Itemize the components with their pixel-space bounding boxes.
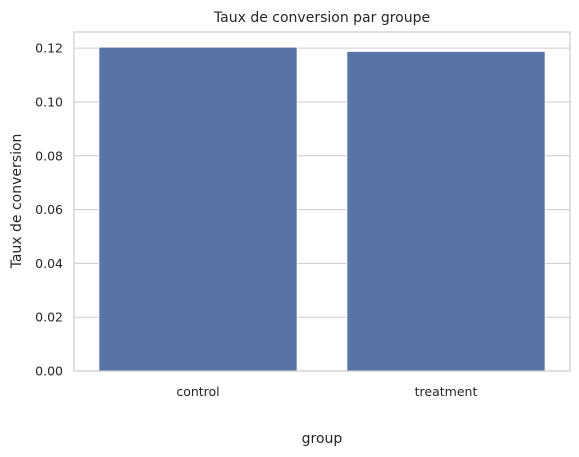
y-tick-label: 0.02: [35, 310, 63, 325]
y-axis-label: Taux de conversion: [9, 134, 25, 270]
y-tick-label: 0.00: [35, 364, 63, 379]
y-tick-label: 0.06: [35, 202, 63, 217]
y-tick-label: 0.12: [35, 41, 63, 56]
x-tick-label: control: [176, 384, 219, 399]
y-tick-label: 0.08: [35, 148, 63, 163]
x-tick-labels: control treatment: [176, 384, 477, 399]
bar-control: [99, 47, 297, 371]
bars: [99, 47, 545, 371]
x-tick-label: treatment: [415, 384, 478, 399]
y-tick-label: 0.04: [35, 256, 63, 271]
y-tick-label: 0.10: [35, 94, 63, 109]
x-axis-label: group: [302, 431, 343, 447]
chart-title: Taux de conversion par groupe: [213, 10, 430, 26]
y-tick-labels: 0.00 0.02 0.04 0.06 0.08 0.10 0.12: [35, 41, 63, 379]
bar-treatment: [347, 51, 545, 371]
